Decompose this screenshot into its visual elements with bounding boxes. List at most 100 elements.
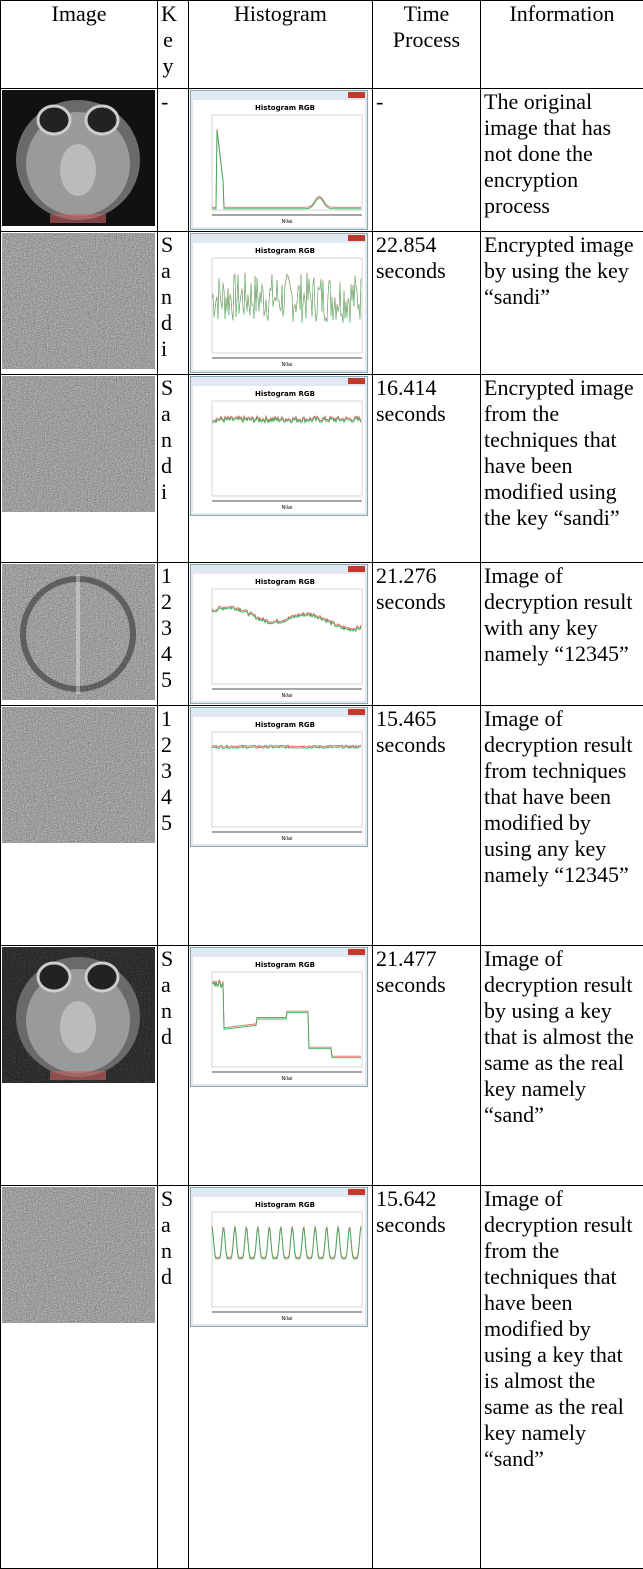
header-cell: Information [481, 1, 643, 89]
hist-x-label: Nilai [282, 693, 293, 699]
time-cell: 21.276 seconds [373, 563, 481, 706]
histogram-cell: Histogram RGB Nilai [189, 232, 373, 375]
image-noise [2, 376, 155, 512]
hist-x-label: Nilai [282, 836, 293, 842]
plot-area [212, 401, 362, 496]
hist-title: Histogram RGB [255, 390, 315, 398]
image-thumb [2, 564, 155, 700]
info-cell: Image of decryption result with any key … [481, 563, 643, 706]
plot-area [212, 115, 362, 210]
info-cell: Encrypted image from the techniques that… [481, 375, 643, 563]
histogram-thumb: Histogram RGB Nilai [190, 707, 368, 847]
hist-title: Histogram RGB [255, 961, 315, 969]
image-thumb [2, 1187, 155, 1323]
image-cell [1, 706, 158, 946]
key-cell: Sandi [158, 375, 189, 563]
close-btn [348, 235, 365, 241]
key-cell: Sandi [158, 232, 189, 375]
time-cell: 15.465 seconds [373, 706, 481, 946]
info-cell: Image of decryption result from techniqu… [481, 706, 643, 946]
center [60, 144, 96, 196]
hist-title: Histogram RGB [255, 721, 315, 729]
image-thumb [2, 947, 155, 1083]
hist-x-label: Nilai [282, 1076, 293, 1082]
info-cell: Encrypted image by using the key “sandi” [481, 232, 643, 375]
image-cell [1, 1186, 158, 1569]
header-cell: Image [1, 1, 158, 89]
eye [38, 963, 70, 991]
histogram-thumb: Histogram RGB Nilai [190, 564, 368, 704]
image-thumb [2, 707, 155, 843]
key-text: Sandi [161, 375, 175, 505]
close-btn [348, 378, 365, 384]
close-btn [348, 709, 365, 715]
close-btn [348, 949, 365, 955]
page: {"table": { "header": ["Image", "Key", "… [0, 0, 643, 1561]
time-cell: 16.414 seconds [373, 375, 481, 563]
info-cell: Image of decryption result by using a ke… [481, 946, 643, 1186]
header-row: Image Key Histogram Time Process Informa… [1, 1, 643, 89]
info-cell: The original image that has not done the… [481, 89, 643, 232]
histogram-thumb: Histogram RGB Nilai [190, 90, 368, 230]
hist-x-label: Nilai [282, 1316, 293, 1322]
header-key: Key [161, 1, 175, 79]
results-table: Image Key Histogram Time Process Informa… [0, 0, 643, 1569]
key-text: 12345 [161, 563, 175, 693]
hist-x-label: Nilai [282, 362, 293, 368]
center [60, 1001, 96, 1053]
histogram-thumb: Histogram RGB Nilai [190, 233, 368, 373]
histogram-cell: Histogram RGB Nilai [189, 89, 373, 232]
histogram-cell: Histogram RGB Nilai [189, 706, 373, 946]
key-cell: - [158, 89, 189, 232]
histogram-cell: Histogram RGB Nilai [189, 375, 373, 563]
key-text: 12345 [161, 706, 175, 836]
image-noise [2, 707, 155, 843]
hist-x-label: Nilai [282, 505, 293, 511]
histogram-thumb: Histogram RGB Nilai [190, 376, 368, 516]
eye [86, 963, 118, 991]
tag [50, 1071, 106, 1080]
eye [86, 106, 118, 134]
histogram-thumb: Histogram RGB Nilai [190, 1187, 368, 1327]
image-cell [1, 232, 158, 375]
eye [38, 106, 70, 134]
key-text: Sand [161, 946, 175, 1050]
hist-title: Histogram RGB [255, 1201, 315, 1209]
key-text: Sand [161, 1186, 175, 1290]
key-text: - [161, 89, 175, 115]
tag [50, 214, 106, 223]
image-thumb [2, 376, 155, 512]
histogram-cell: Histogram RGB Nilai [189, 563, 373, 706]
image-cell [1, 946, 158, 1186]
key-text: Sandi [161, 232, 175, 362]
image-cell [1, 375, 158, 563]
hist-title: Histogram RGB [255, 247, 315, 255]
hist-title: Histogram RGB [255, 578, 315, 586]
hist-title: Histogram RGB [255, 104, 315, 112]
time-cell: 22.854 seconds [373, 232, 481, 375]
header-cell: Histogram [189, 1, 373, 89]
plot-area [212, 589, 362, 684]
key-cell: 12345 [158, 706, 189, 946]
time-cell: 21.477 seconds [373, 946, 481, 1186]
image-noise [2, 233, 155, 369]
histogram-cell: Histogram RGB Nilai [189, 1186, 373, 1569]
close-btn [348, 566, 365, 572]
key-cell: 12345 [158, 563, 189, 706]
plot-area [212, 258, 362, 353]
hist-x-label: Nilai [282, 219, 293, 225]
info-cell: Image of decryption result from the tech… [481, 1186, 643, 1569]
time-cell: - [373, 89, 481, 232]
image-cell [1, 563, 158, 706]
image-thumb [2, 233, 155, 369]
close-btn [348, 92, 365, 98]
histogram-cell: Histogram RGB Nilai [189, 946, 373, 1186]
key-cell: Sand [158, 946, 189, 1186]
time-cell: 15.642 seconds [373, 1186, 481, 1569]
